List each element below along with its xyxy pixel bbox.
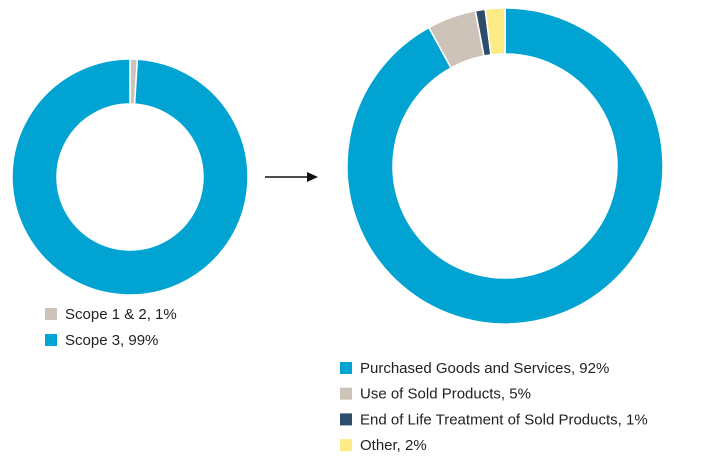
legend-label: End of Life Treatment of Sold Products, … xyxy=(360,411,648,428)
legend-label: Purchased Goods and Services, 92% xyxy=(360,360,609,377)
legend-swatch xyxy=(340,439,352,452)
legend-swatch xyxy=(340,413,352,426)
legend-label: Scope 1 & 2, 1% xyxy=(65,306,177,323)
legend-swatch xyxy=(340,387,352,400)
legend-swatch xyxy=(340,362,352,374)
legend-label: Use of Sold Products, 5% xyxy=(360,386,531,403)
legend-label: Scope 3, 99% xyxy=(65,332,158,349)
legend-swatch xyxy=(45,334,57,346)
arrow-head xyxy=(307,172,318,182)
donut-slice xyxy=(11,58,249,296)
donut-slice xyxy=(484,7,506,56)
donut-slice xyxy=(346,7,664,325)
legend-swatch xyxy=(45,308,57,320)
legend-label: Other, 2% xyxy=(360,437,427,454)
